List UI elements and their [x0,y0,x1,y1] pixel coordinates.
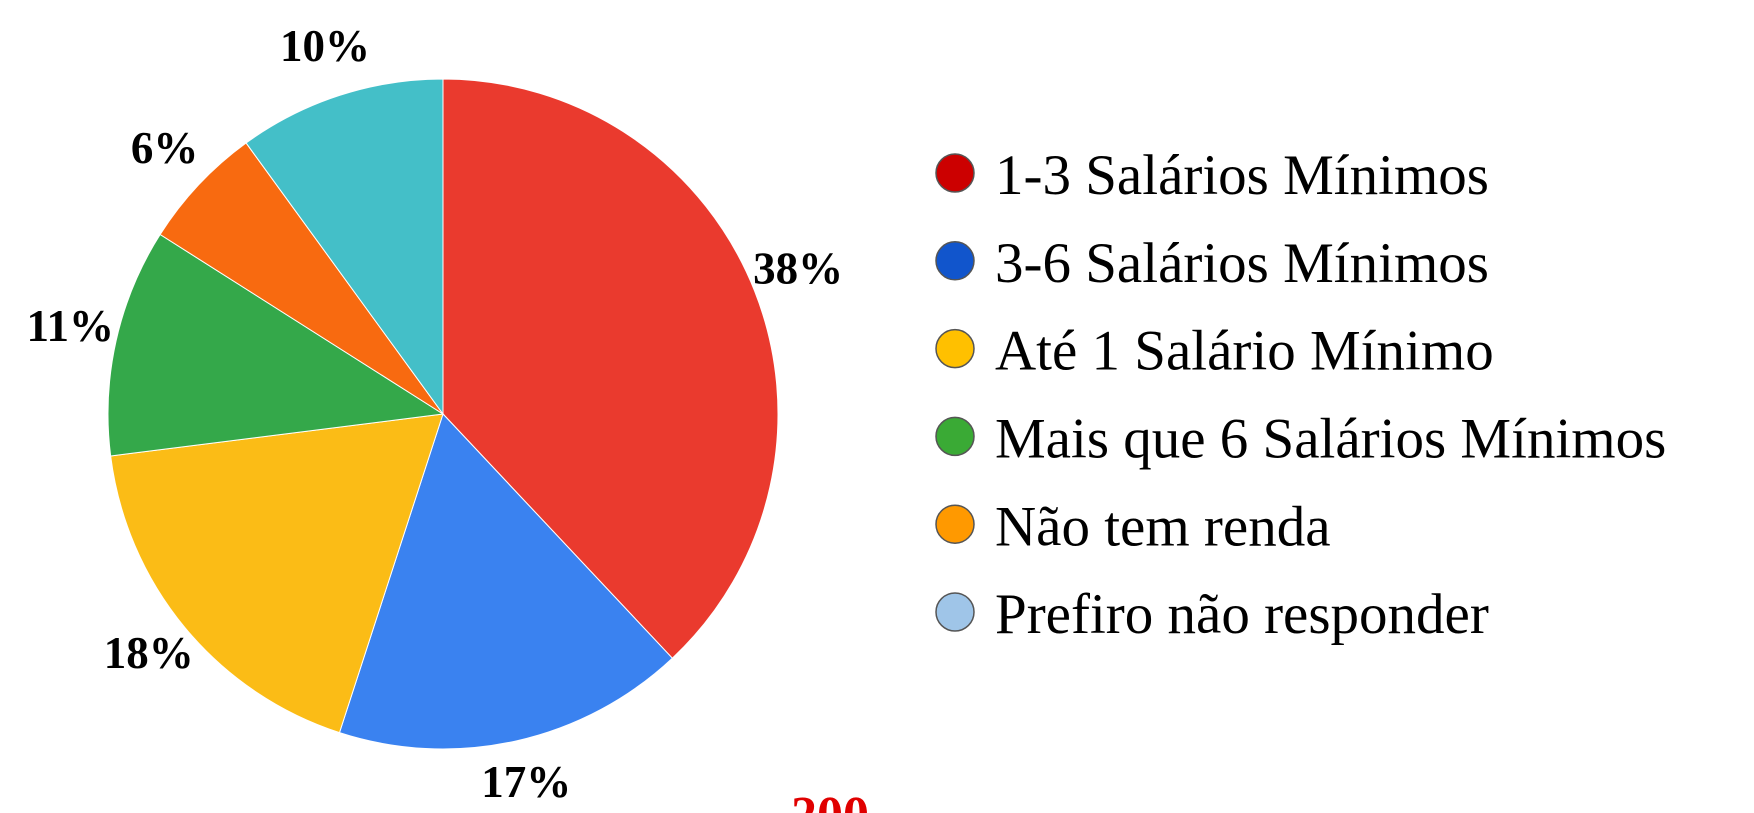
legend-marker [935,153,975,193]
legend-marker [935,504,975,544]
pie-slice [159,142,444,415]
data-label: 17% [481,757,571,807]
pie-slice [245,78,444,416]
legend-marker [935,416,975,457]
legend-marker [935,592,975,632]
legend-label: 1-3 Salários Mínimos [995,144,1489,207]
pie-slice [110,413,444,734]
data-label: 38% [753,244,843,294]
data-label: 11% [27,301,115,351]
legend-label: Não tem renda [995,495,1331,558]
legend-label: Até 1 Salário Mínimo [995,320,1494,383]
data-label: 6% [131,123,199,173]
legend-label: Prefiro não responder [995,583,1489,646]
pie-slice [107,233,445,457]
legend-label: 3-6 Salários Mínimos [995,232,1489,295]
pie-slice [338,413,674,750]
annotation: 200 [791,787,869,813]
data-label: 10% [280,21,370,71]
legend-label: Mais que 6 Salários Mínimos [995,407,1666,470]
legend-marker [935,328,975,369]
pie-slice [442,78,779,659]
legend-marker [935,241,975,281]
data-label: 18% [104,628,194,678]
